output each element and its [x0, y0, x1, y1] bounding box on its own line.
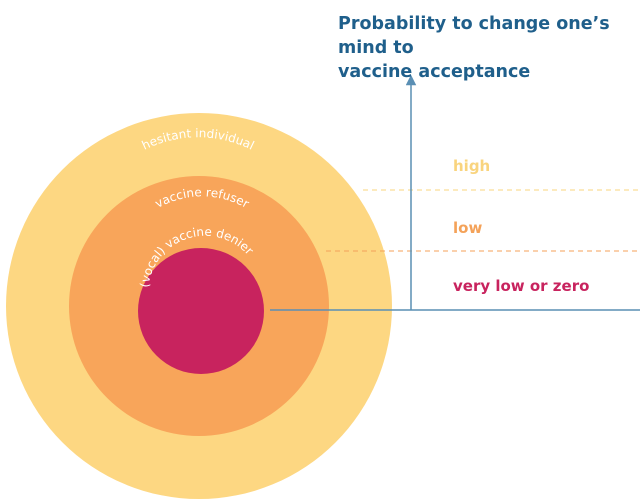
ring-denier [138, 248, 264, 374]
level-label-high: high [453, 157, 491, 175]
heading-line-2: vaccine acceptance [338, 62, 531, 82]
level-label-very-low: very low or zero [453, 277, 590, 295]
heading-line-1: Probability to change one’s mind to [338, 14, 610, 58]
diagram-heading: Probability to change one’s mind to vacc… [338, 12, 638, 84]
level-label-low: low [453, 219, 483, 237]
